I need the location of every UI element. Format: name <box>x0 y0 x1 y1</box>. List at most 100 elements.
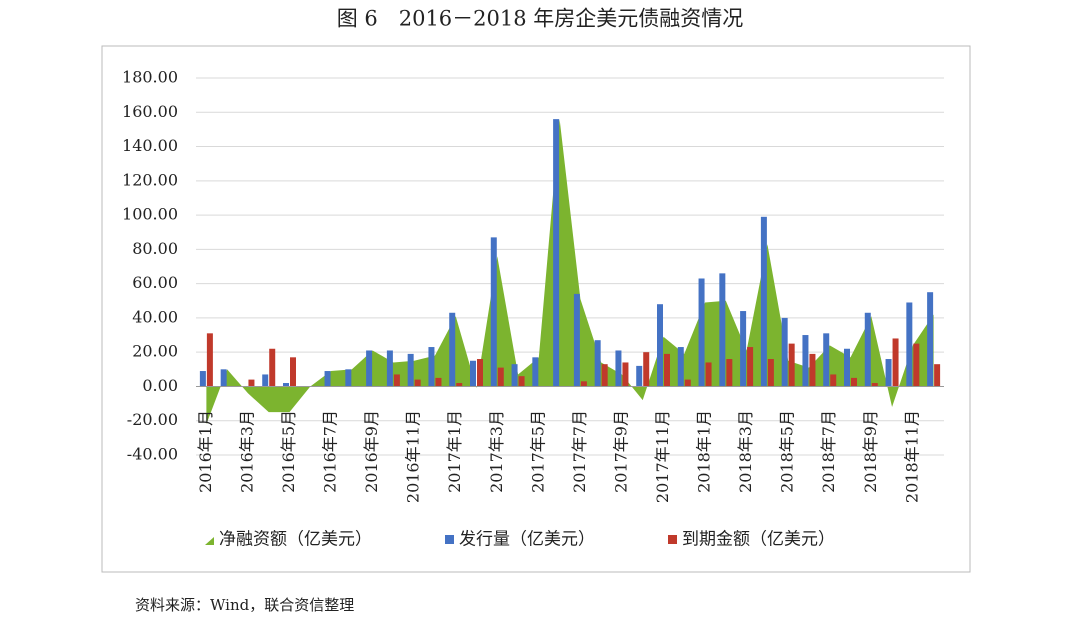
bar <box>684 379 691 387</box>
y-tick-label: -40.00 <box>127 445 178 464</box>
bar <box>698 278 705 387</box>
bar <box>449 312 456 387</box>
y-tick-label: 100.00 <box>122 205 178 224</box>
bar <box>407 353 414 387</box>
bar <box>719 273 726 387</box>
bar <box>809 353 816 387</box>
bar <box>615 350 622 387</box>
bar <box>490 237 497 387</box>
x-tick-label: 2018年11月 <box>902 410 921 503</box>
y-tick-label: -20.00 <box>127 410 178 429</box>
bar <box>906 302 913 387</box>
bar <box>553 119 560 387</box>
x-tick-label: 2016年5月 <box>279 410 298 493</box>
x-tick-label: 2016年3月 <box>237 410 256 493</box>
bar <box>386 350 393 387</box>
bar <box>414 379 421 387</box>
bar <box>760 216 767 387</box>
bar <box>497 367 504 387</box>
bar <box>705 362 712 387</box>
bar <box>830 374 837 387</box>
bar <box>913 343 920 387</box>
chart-title: 图 6 2016－2018 年房企美元债融资情况 <box>337 7 744 31</box>
bar <box>677 347 684 387</box>
bar <box>290 357 296 387</box>
bar <box>477 359 483 387</box>
y-tick-label: 40.00 <box>132 307 178 326</box>
bar <box>851 377 857 387</box>
bar <box>643 352 650 387</box>
bar <box>283 383 289 387</box>
bar <box>664 353 670 387</box>
bar <box>324 371 331 387</box>
x-tick-label: 2018年3月 <box>736 410 755 493</box>
bar <box>393 374 400 387</box>
y-tick-label: 80.00 <box>132 239 178 258</box>
legend-label: 净融资额（亿美元） <box>219 530 372 550</box>
bar <box>269 348 276 387</box>
bar <box>747 347 754 387</box>
x-tick-label: 2017年7月 <box>570 410 589 493</box>
bar <box>220 369 227 387</box>
x-tick-label: 2017年9月 <box>611 410 630 493</box>
y-tick-label: 120.00 <box>122 170 178 189</box>
bar <box>823 333 830 387</box>
bar <box>767 359 774 387</box>
x-tick-label: 2016年7月 <box>321 410 340 493</box>
bar <box>885 359 892 387</box>
bar <box>262 374 269 387</box>
legend-swatch <box>668 535 677 544</box>
bar <box>511 364 518 387</box>
bar <box>470 360 476 387</box>
bar <box>657 304 663 387</box>
bar <box>532 357 539 387</box>
x-tick-label: 2018年5月 <box>778 410 797 493</box>
bar <box>788 343 795 387</box>
x-tick-label: 2016年1月 <box>196 410 215 493</box>
bar <box>871 383 878 387</box>
x-tick-label: 2018年9月 <box>861 410 880 493</box>
legend-label: 到期金额（亿美元） <box>682 530 835 550</box>
source-note: 资料来源：Wind，联合资信整理 <box>135 596 354 614</box>
bar <box>740 311 747 387</box>
y-tick-label: 140.00 <box>122 136 178 155</box>
bar <box>927 292 934 387</box>
bar <box>573 293 580 387</box>
legend-swatch <box>205 537 214 545</box>
bar <box>636 365 643 387</box>
legend-swatch <box>445 535 454 544</box>
bar <box>366 350 373 387</box>
y-tick-label: 20.00 <box>132 342 178 361</box>
bar <box>864 312 871 387</box>
bar <box>456 383 463 387</box>
legend-label: 发行量（亿美元） <box>459 530 595 550</box>
bar <box>199 371 206 387</box>
bar <box>435 377 442 387</box>
x-tick-label: 2018年7月 <box>819 410 838 493</box>
y-tick-label: 180.00 <box>122 68 178 87</box>
bar <box>601 364 608 387</box>
y-tick-label: 0.00 <box>142 376 178 395</box>
x-tick-label: 2017年1月 <box>445 410 464 493</box>
x-tick-label: 2017年11月 <box>653 410 672 503</box>
bar <box>726 359 733 387</box>
bar <box>802 335 809 387</box>
bar <box>781 317 788 387</box>
bar <box>580 381 587 387</box>
x-tick-label: 2016年11月 <box>404 410 423 503</box>
bar <box>844 348 850 387</box>
bar <box>892 338 899 387</box>
x-tick-label: 2017年5月 <box>528 410 547 493</box>
y-tick-label: 60.00 <box>132 273 178 292</box>
y-tick-label: 160.00 <box>122 102 178 121</box>
bar <box>594 340 601 387</box>
bar <box>345 369 352 387</box>
bar <box>428 347 435 387</box>
bar <box>934 364 941 387</box>
bar <box>518 376 525 387</box>
bar <box>622 362 629 387</box>
bar <box>248 379 255 387</box>
x-tick-label: 2018年1月 <box>695 410 714 493</box>
x-tick-label: 2017年3月 <box>487 410 506 493</box>
